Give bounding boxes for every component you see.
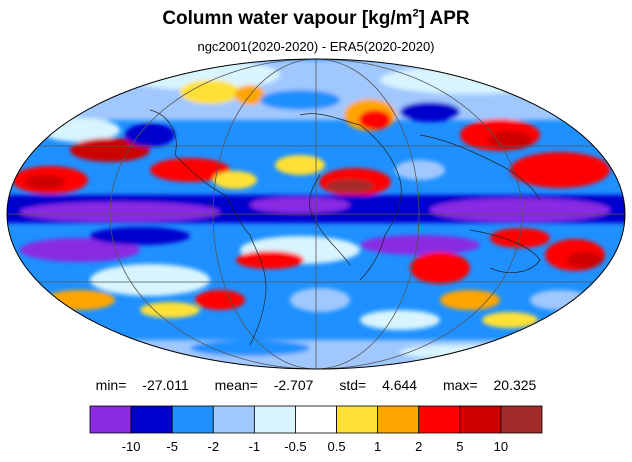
stat-mean-value: -2.707 bbox=[273, 377, 314, 393]
coastlines bbox=[149, 109, 541, 346]
colorbar-swatch bbox=[130, 405, 173, 434]
colorbar-swatch bbox=[212, 405, 255, 434]
colorbar-tick-label: -1 bbox=[249, 439, 261, 454]
colorbar-swatch bbox=[89, 405, 132, 434]
stat-min-value: -27.011 bbox=[142, 377, 189, 393]
plot-title: Column water vapour [kg/m2] APR bbox=[0, 8, 632, 30]
colorbar-tick-label: 2 bbox=[415, 439, 422, 454]
title-superscript: 2 bbox=[412, 7, 419, 20]
colorbar-swatch bbox=[418, 405, 461, 434]
stat-mean: mean= -2.707 bbox=[210, 377, 319, 393]
plot-subtitle: ngc2001(2020-2020) - ERA5(2020-2020) bbox=[197, 39, 435, 54]
colorbar-tick-label: 0.5 bbox=[328, 439, 346, 454]
stat-max-value: 20.325 bbox=[493, 377, 537, 393]
colorbar-tick-label: 10 bbox=[494, 439, 508, 454]
stat-max: max= 20.325 bbox=[438, 377, 541, 393]
colorbar-swatch bbox=[253, 405, 296, 434]
colorbar-swatch bbox=[500, 405, 543, 434]
title-tail: ] APR bbox=[418, 8, 470, 29]
colorbar-swatch bbox=[336, 405, 379, 434]
colorbar-tick-label: -5 bbox=[166, 439, 178, 454]
colorbar-swatch bbox=[377, 405, 420, 434]
globe-outline bbox=[6, 58, 626, 370]
colorbar-swatch bbox=[459, 405, 502, 434]
stat-std-value: 4.644 bbox=[382, 377, 418, 393]
colorbar-tick-label: -2 bbox=[207, 439, 219, 454]
stat-max-label: max= bbox=[443, 377, 478, 393]
stat-mean-label: mean= bbox=[214, 377, 258, 393]
graticule bbox=[7, 59, 625, 369]
colorbar-swatch bbox=[171, 405, 214, 434]
stat-std: std= 4.644 bbox=[334, 377, 422, 393]
colorbar-swatch bbox=[295, 405, 337, 434]
colorbar-tick-label: 5 bbox=[456, 439, 463, 454]
summary-statistics: min= -27.011 mean= -2.707 std= 4.644 max… bbox=[0, 377, 632, 393]
colorbar-tick-label: 1 bbox=[374, 439, 381, 454]
colorbar-tick-label: -0.5 bbox=[284, 439, 306, 454]
title-main: Column water vapour [kg/m bbox=[162, 8, 413, 29]
stat-std-label: std= bbox=[339, 377, 367, 393]
stat-min: min= -27.011 bbox=[91, 377, 194, 393]
stat-min-label: min= bbox=[95, 377, 127, 393]
colorbar-tick-label: -10 bbox=[122, 439, 141, 454]
